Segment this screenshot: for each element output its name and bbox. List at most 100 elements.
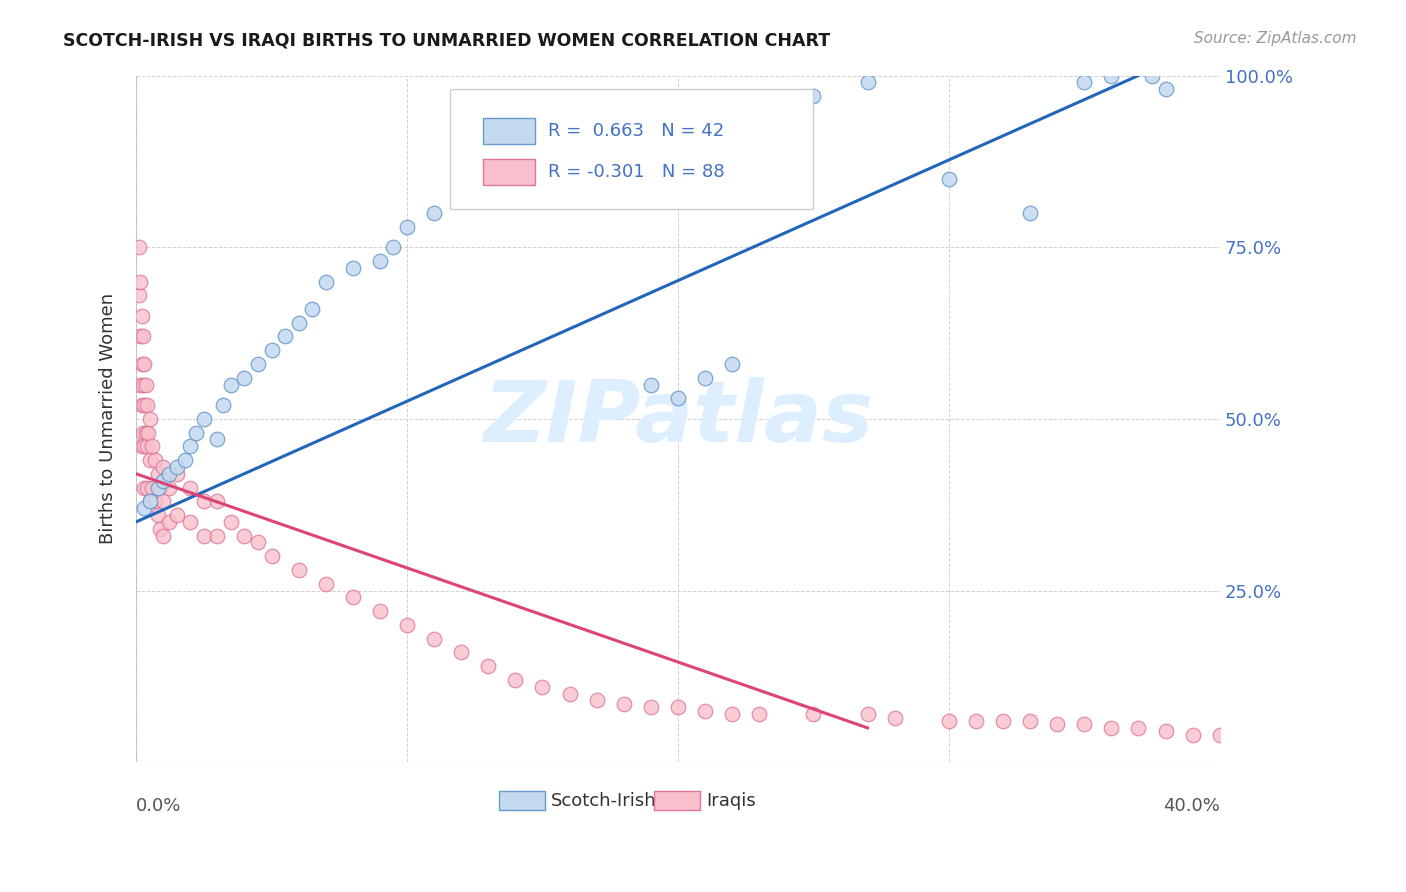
Text: SCOTCH-IRISH VS IRAQI BIRTHS TO UNMARRIED WOMEN CORRELATION CHART: SCOTCH-IRISH VS IRAQI BIRTHS TO UNMARRIE… [63, 31, 831, 49]
Point [138, 494, 160, 508]
Point [423, 206, 446, 220]
Point [693, 370, 716, 384]
Point [128, 288, 150, 302]
Point [134, 481, 156, 495]
Point [666, 391, 689, 405]
Y-axis label: Births to Unmarried Women: Births to Unmarried Women [100, 293, 117, 544]
Point [152, 528, 174, 542]
Point [395, 219, 418, 234]
Point [531, 151, 554, 165]
Point [219, 377, 242, 392]
Text: R =  0.663   N = 42: R = 0.663 N = 42 [548, 122, 724, 140]
Point [149, 481, 172, 495]
Point [477, 192, 499, 206]
Point [315, 275, 337, 289]
Point [640, 377, 662, 392]
Point [1344, 741, 1367, 756]
Point [531, 680, 554, 694]
Point [599, 117, 621, 131]
Point [173, 453, 195, 467]
Text: R = -0.301   N = 88: R = -0.301 N = 88 [548, 163, 724, 181]
Point [260, 549, 283, 564]
FancyBboxPatch shape [482, 118, 534, 145]
Point [134, 439, 156, 453]
Point [1317, 738, 1340, 752]
Point [129, 377, 152, 392]
Point [179, 515, 201, 529]
Point [211, 398, 233, 412]
Point [179, 439, 201, 453]
Point [856, 707, 879, 722]
Point [1019, 206, 1042, 220]
Point [141, 439, 163, 453]
Point [157, 481, 180, 495]
Point [1099, 69, 1122, 83]
Point [219, 515, 242, 529]
Point [157, 515, 180, 529]
Point [152, 459, 174, 474]
Point [143, 453, 166, 467]
Point [883, 710, 905, 724]
Point [136, 398, 159, 412]
Text: Scotch-Irish: Scotch-Irish [551, 792, 657, 810]
FancyBboxPatch shape [482, 160, 534, 186]
Point [274, 329, 297, 343]
Point [558, 687, 581, 701]
FancyBboxPatch shape [499, 791, 544, 810]
Point [748, 707, 770, 722]
Point [342, 591, 364, 605]
Point [423, 632, 446, 646]
Point [1099, 721, 1122, 735]
Point [260, 343, 283, 358]
Point [1073, 717, 1095, 731]
Text: 0.0%: 0.0% [136, 797, 181, 814]
Point [143, 494, 166, 508]
Point [368, 254, 391, 268]
Point [938, 714, 960, 728]
Point [184, 425, 207, 440]
Point [368, 604, 391, 618]
Point [146, 467, 169, 481]
Point [233, 370, 256, 384]
Point [166, 508, 188, 522]
Point [138, 412, 160, 426]
Point [233, 528, 256, 542]
Point [247, 535, 270, 549]
Point [136, 425, 159, 440]
Point [132, 329, 155, 343]
Point [134, 398, 156, 412]
Point [505, 673, 527, 687]
Point [247, 357, 270, 371]
Point [131, 357, 153, 371]
Point [1236, 731, 1258, 746]
Point [131, 439, 153, 453]
Point [477, 659, 499, 673]
Text: Source: ZipAtlas.com: Source: ZipAtlas.com [1194, 31, 1357, 46]
FancyBboxPatch shape [450, 89, 813, 210]
Point [134, 357, 156, 371]
Point [129, 329, 152, 343]
Point [856, 75, 879, 89]
Point [138, 494, 160, 508]
Point [146, 481, 169, 495]
Point [152, 494, 174, 508]
Point [132, 425, 155, 440]
Text: Iraqis: Iraqis [706, 792, 756, 810]
Point [207, 433, 229, 447]
Point [1209, 728, 1232, 742]
Point [640, 700, 662, 714]
Point [505, 171, 527, 186]
Point [135, 425, 157, 440]
Point [301, 301, 323, 316]
Point [382, 240, 405, 254]
Point [666, 700, 689, 714]
Point [1140, 69, 1163, 83]
Point [149, 522, 172, 536]
Point [166, 459, 188, 474]
Point [395, 618, 418, 632]
Point [129, 275, 152, 289]
Point [938, 171, 960, 186]
Point [1154, 724, 1177, 739]
Point [1128, 721, 1150, 735]
Point [991, 714, 1014, 728]
